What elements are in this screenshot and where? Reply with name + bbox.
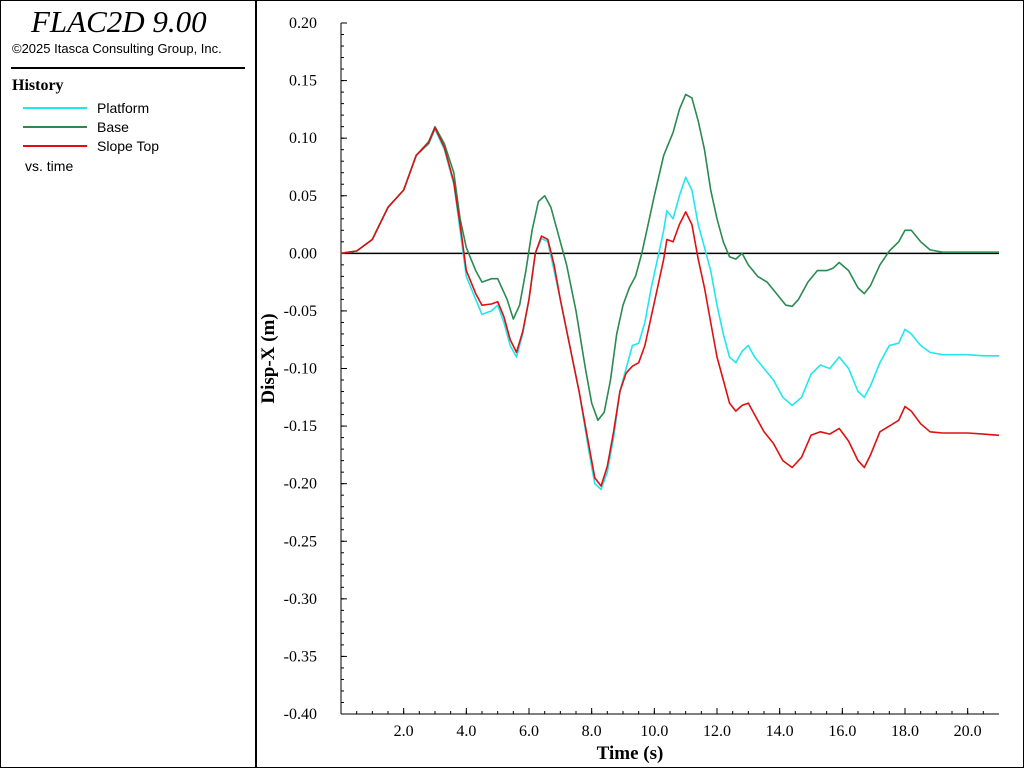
legend-panel: FLAC2D 9.00 ©2025 Itasca Consulting Grou… <box>1 1 257 767</box>
plot-area: 0.20 0.15 0.10 0.05 0.00 -0.05 -0.10 -0.15 -0.20… <box>259 15 1000 764</box>
x-tick-label: 12.0 <box>703 723 731 740</box>
series-line-slope-top <box>340 127 1000 487</box>
x-tick-label: 16.0 <box>828 723 856 740</box>
history-chart: 0.20 0.15 0.10 0.05 0.00 -0.05 -0.10 -0.15 -0.20… <box>259 15 1000 764</box>
y-tick-label: -0.30 <box>284 591 317 608</box>
y-tick-label: -0.25 <box>284 533 317 550</box>
x-tick-label: 6.0 <box>519 723 539 740</box>
y-tick-label: 0.15 <box>289 73 317 90</box>
legend-label-base: Base <box>97 119 129 135</box>
legend-label-slope-top: Slope Top <box>97 138 160 154</box>
x-tick-label: 8.0 <box>582 723 602 740</box>
y-tick-label: -0.05 <box>284 303 317 320</box>
x-tick-label: 20.0 <box>954 723 982 740</box>
series-line-base <box>340 93 999 422</box>
x-tick-label: 18.0 <box>891 723 919 740</box>
x-tick-label: 4.0 <box>456 723 476 740</box>
y-tick-label: -0.40 <box>284 706 317 723</box>
legend-item-slope-top: Slope Top <box>23 137 243 155</box>
y-tick-label: 0.05 <box>289 188 317 205</box>
y-tick-label: -0.15 <box>284 418 317 435</box>
y-tick-label: -0.20 <box>284 476 317 493</box>
y-tick-label: 0.00 <box>289 245 317 262</box>
y-tick-label: 0.10 <box>289 130 317 147</box>
legend-divider <box>11 67 245 69</box>
legend-item-base: Base <box>23 118 243 136</box>
legend-swatch-slope-top <box>23 145 87 147</box>
legend-swatch-platform <box>23 107 87 109</box>
y-tick-label: -0.10 <box>284 361 317 378</box>
x-tick-label: 14.0 <box>766 723 794 740</box>
legend-label-platform: Platform <box>97 100 150 116</box>
copyright-text: ©2025 Itasca Consulting Group, Inc. <box>12 41 222 56</box>
series-line-platform <box>340 128 999 491</box>
legend-heading: History <box>12 77 64 94</box>
y-tick-label: -0.35 <box>284 648 317 665</box>
x-axis-title: Time (s) <box>597 743 664 764</box>
y-axis-title: Disp-X (m) <box>259 313 279 403</box>
y-tick-label: 0.20 <box>289 15 317 32</box>
x-tick-label: 2.0 <box>394 723 414 740</box>
x-tick-label: 10.0 <box>640 723 668 740</box>
app-title: FLAC2D 9.00 <box>31 4 207 39</box>
legend-footnote: vs. time <box>25 158 74 174</box>
legend-item-platform: Platform <box>23 99 243 117</box>
legend-swatch-base <box>23 126 87 128</box>
